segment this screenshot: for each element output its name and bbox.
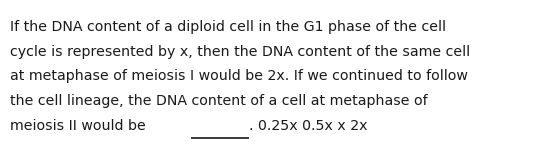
Text: cycle is represented by x, then the DNA content of the same cell: cycle is represented by x, then the DNA … — [10, 45, 470, 59]
Text: meiosis II would be: meiosis II would be — [10, 119, 150, 133]
Text: . 0.25x 0.5x x 2x: . 0.25x 0.5x x 2x — [249, 119, 368, 133]
Text: If the DNA content of a diploid cell in the G1 phase of the cell: If the DNA content of a diploid cell in … — [10, 20, 446, 34]
Text: the cell lineage, the DNA content of a cell at metaphase of: the cell lineage, the DNA content of a c… — [10, 94, 427, 108]
Text: at metaphase of meiosis I would be 2x. If we continued to follow: at metaphase of meiosis I would be 2x. I… — [10, 69, 468, 84]
